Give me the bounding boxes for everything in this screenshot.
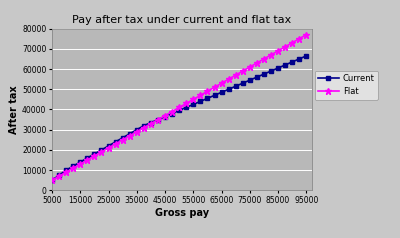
Flat xyxy=(127,134,132,137)
Flat xyxy=(212,86,217,89)
Flat xyxy=(99,151,104,154)
Current xyxy=(276,67,280,69)
Flat xyxy=(134,130,139,133)
Current xyxy=(106,144,111,147)
Current xyxy=(99,149,104,151)
Flat xyxy=(71,167,76,169)
Y-axis label: After tax: After tax xyxy=(9,85,19,134)
Current xyxy=(269,70,274,73)
Line: Flat: Flat xyxy=(49,31,310,183)
Flat xyxy=(57,175,62,178)
Flat xyxy=(276,50,280,52)
Flat xyxy=(304,33,309,36)
Current xyxy=(240,82,245,85)
Current xyxy=(148,121,153,124)
Flat xyxy=(219,82,224,85)
Current xyxy=(297,58,302,60)
Current xyxy=(233,85,238,88)
Current xyxy=(254,76,259,79)
Flat xyxy=(156,118,160,121)
Flat xyxy=(50,179,54,182)
Current xyxy=(290,60,295,63)
Current xyxy=(71,165,76,168)
Current xyxy=(283,64,288,66)
Title: Pay after tax under current and flat tax: Pay after tax under current and flat tax xyxy=(72,15,292,25)
Flat xyxy=(262,58,266,60)
Current xyxy=(184,106,189,109)
Flat xyxy=(120,138,125,141)
Current xyxy=(248,79,252,82)
Current xyxy=(304,55,309,57)
Flat xyxy=(269,54,274,56)
Current xyxy=(212,94,217,97)
Flat xyxy=(205,90,210,93)
Flat xyxy=(78,163,83,166)
Flat xyxy=(177,106,182,109)
Flat xyxy=(290,41,295,44)
Flat xyxy=(92,155,97,158)
Current xyxy=(50,179,54,182)
Current xyxy=(120,136,125,139)
Line: Current: Current xyxy=(50,54,308,182)
Current xyxy=(205,97,210,100)
Flat xyxy=(170,110,174,113)
Current xyxy=(219,91,224,94)
Flat xyxy=(148,122,153,125)
Current xyxy=(156,118,160,121)
Flat xyxy=(106,146,111,149)
Flat xyxy=(283,45,288,48)
Current xyxy=(226,88,231,91)
Flat xyxy=(163,114,168,117)
Current xyxy=(142,124,146,127)
Flat xyxy=(113,142,118,145)
Flat xyxy=(198,94,203,97)
Flat xyxy=(191,98,196,101)
Current xyxy=(177,109,182,112)
Flat xyxy=(142,126,146,129)
Current xyxy=(57,174,62,177)
Current xyxy=(85,157,90,159)
Flat xyxy=(184,102,189,105)
Flat xyxy=(240,70,245,73)
Current xyxy=(262,73,266,75)
Current xyxy=(127,132,132,135)
Current xyxy=(163,115,168,118)
Flat xyxy=(64,171,68,174)
Legend: Current, Flat: Current, Flat xyxy=(315,71,378,100)
Current xyxy=(134,128,139,131)
Current xyxy=(170,112,174,115)
X-axis label: Gross pay: Gross pay xyxy=(155,208,209,218)
Flat xyxy=(233,74,238,77)
Flat xyxy=(297,37,302,40)
Current xyxy=(191,103,196,106)
Current xyxy=(78,161,83,164)
Current xyxy=(198,100,203,103)
Flat xyxy=(85,159,90,161)
Current xyxy=(113,140,118,143)
Current xyxy=(64,169,68,172)
Flat xyxy=(254,62,259,64)
Flat xyxy=(248,66,252,69)
Flat xyxy=(226,78,231,80)
Current xyxy=(92,153,97,155)
